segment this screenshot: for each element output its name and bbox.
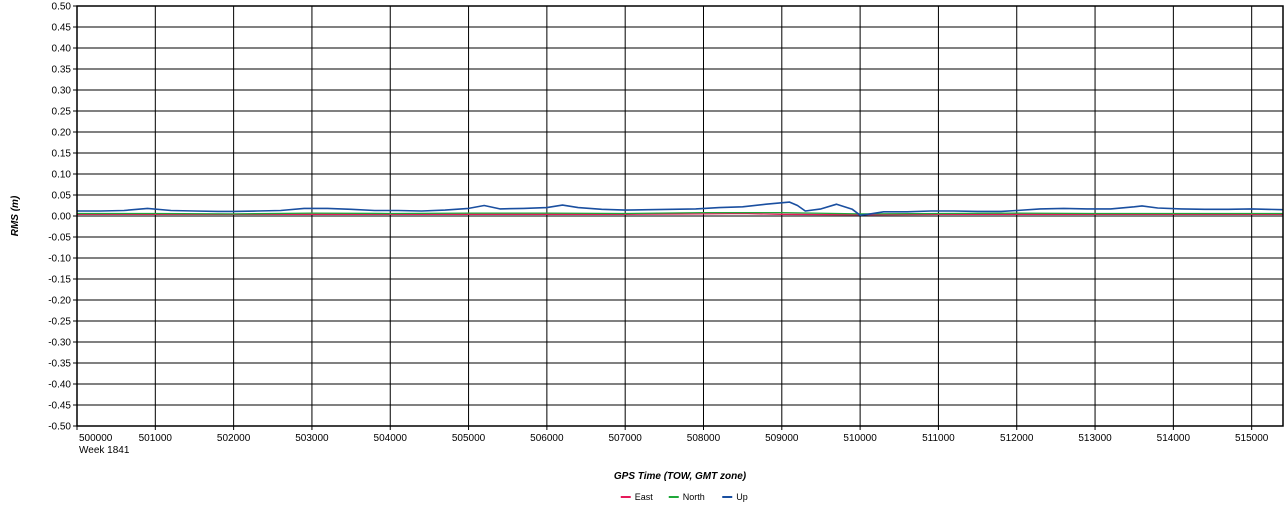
x-tick-label: 501000 [139, 433, 173, 444]
x-tick-label: 507000 [608, 433, 642, 444]
y-tick-label: 0.15 [52, 149, 72, 160]
y-tick-label: -0.50 [48, 422, 71, 433]
legend-label-east: East [635, 492, 654, 502]
y-tick-label: 0.30 [52, 86, 72, 97]
grid-lines [76, 5, 1283, 427]
x-tick-label: 515000 [1235, 433, 1269, 444]
x-axis-week-label: Week 1841 [79, 445, 130, 456]
y-tick-label: 0.20 [52, 128, 72, 139]
x-tick-label: 508000 [687, 433, 721, 444]
y-tick-label: 0.45 [52, 23, 72, 34]
x-tick-label: 500000 [79, 433, 113, 444]
y-tick-label: -0.30 [48, 338, 71, 349]
y-tick-label: -0.25 [48, 317, 71, 328]
x-tick-label: 504000 [374, 433, 408, 444]
x-tick-label: 505000 [452, 433, 486, 444]
x-tick-label: 514000 [1157, 433, 1191, 444]
legend-label-north: North [683, 492, 705, 502]
x-axis-ticks: 500000 501000 502000 503000 504000 505000 5060… [76, 426, 1269, 444]
y-tick-label: -0.45 [48, 401, 71, 412]
y-axis-title: RMS (m) [10, 195, 21, 236]
y-tick-label: 0.50 [52, 2, 72, 13]
y-tick-label: -0.35 [48, 359, 71, 370]
series-line-north [77, 211, 1283, 215]
x-tick-label: 502000 [217, 433, 251, 444]
y-tick-label: 0.00 [52, 212, 72, 223]
x-tick-label: 510000 [843, 433, 877, 444]
series-line-east [77, 212, 1283, 216]
x-tick-label: 506000 [530, 433, 564, 444]
x-tick-label: 509000 [765, 433, 799, 444]
y-tick-label: 0.05 [52, 191, 72, 202]
y-tick-label: -0.20 [48, 296, 71, 307]
series-line-up [77, 201, 1284, 216]
y-tick-label: -0.15 [48, 275, 71, 286]
x-tick-label: 503000 [295, 433, 329, 444]
x-tick-label: 513000 [1078, 433, 1112, 444]
series-lines [77, 201, 1284, 216]
y-tick-label: -0.10 [48, 254, 71, 265]
x-tick-label: 511000 [922, 433, 955, 444]
y-tick-label: 0.25 [52, 107, 72, 118]
y-tick-label: 0.40 [52, 44, 72, 55]
legend: East North Up [620, 492, 748, 502]
y-axis-ticks: 0.50 0.45 0.40 0.35 0.30 0.25 0.20 0.15 0.10 0.05… [48, 2, 77, 433]
legend-label-up: Up [736, 492, 748, 502]
x-axis-title: GPS Time (TOW, GMT zone) [614, 471, 747, 482]
y-tick-label: -0.40 [48, 380, 71, 391]
x-tick-label: 512000 [1000, 433, 1034, 444]
y-tick-label: 0.35 [52, 65, 72, 76]
y-tick-label: -0.05 [48, 233, 71, 244]
y-tick-label: 0.10 [52, 170, 72, 181]
